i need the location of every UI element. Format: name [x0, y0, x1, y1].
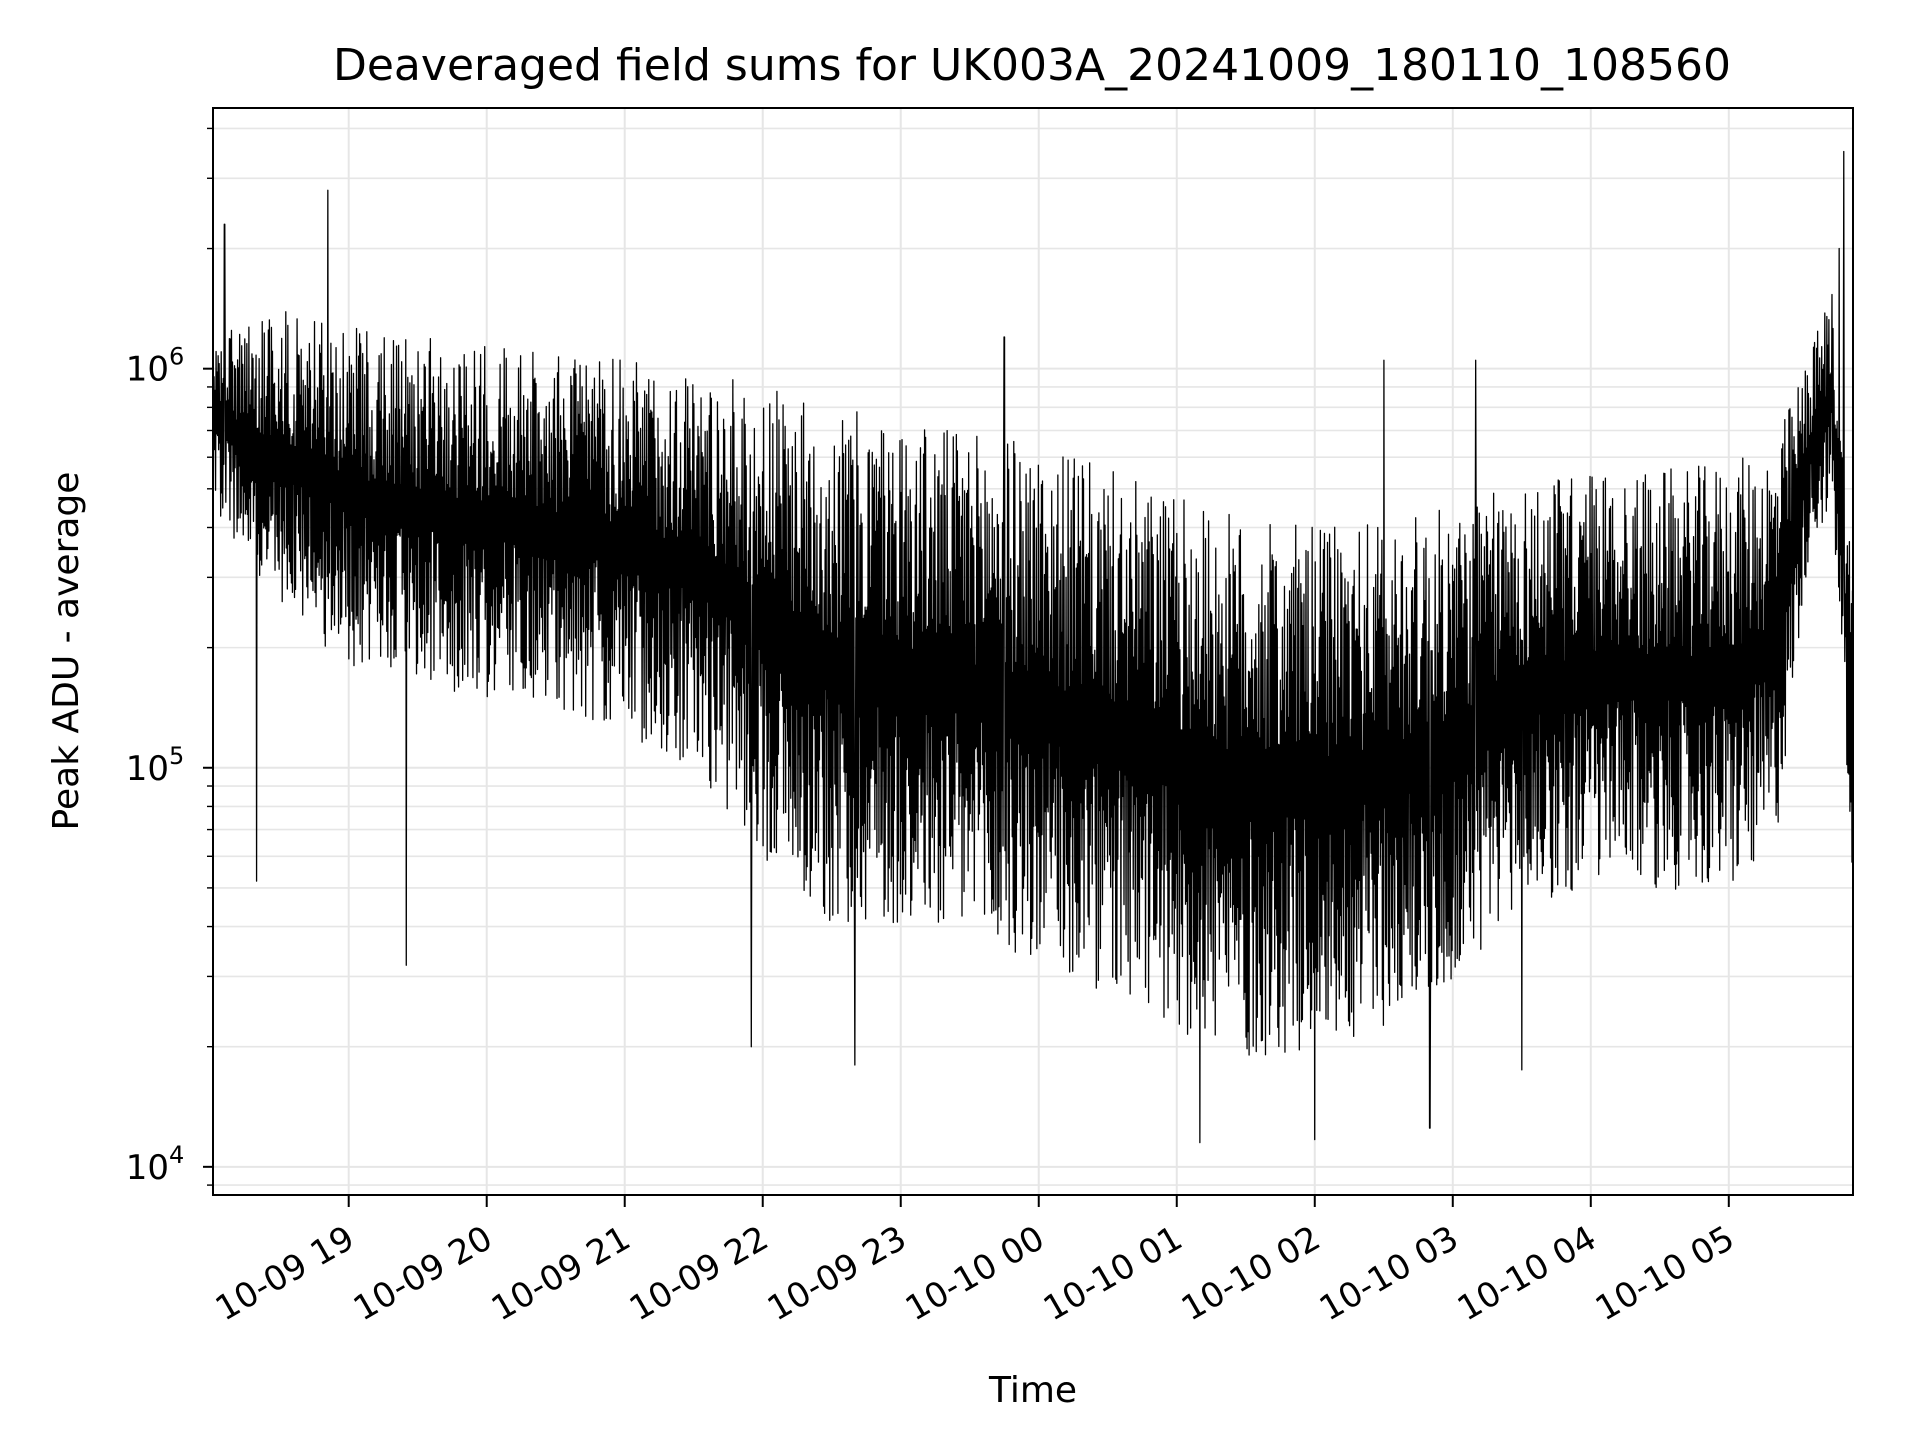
x-tick-label: 10-09 19	[209, 1218, 361, 1329]
x-tick-label: 10-10 03	[1313, 1218, 1465, 1329]
x-tick-label: 10-09 22	[623, 1218, 775, 1329]
chart-title: Deaveraged field sums for UK003A_2024100…	[333, 40, 1731, 91]
series-line	[212, 150, 1854, 1144]
x-tick-label: 10-10 04	[1451, 1218, 1603, 1329]
y-tick-label: 105	[126, 742, 185, 789]
x-tick-label: 10-10 05	[1589, 1218, 1741, 1329]
plot-frame	[212, 107, 1854, 1196]
y-axis: 104 105 106	[126, 127, 213, 1188]
x-tick-label: 10-10 01	[1037, 1218, 1189, 1329]
x-tick-label: 10-09 21	[485, 1218, 637, 1329]
x-tick-label: 10-09 23	[761, 1218, 913, 1329]
x-tick-label: 10-10 02	[1175, 1218, 1327, 1329]
y-axis-label: Peak ADU - average	[46, 472, 87, 831]
y-tick-label: 106	[126, 343, 185, 390]
x-axis-label: Time	[988, 1370, 1077, 1411]
x-tick-label: 10-09 20	[347, 1218, 499, 1329]
x-tick-label: 10-10 00	[899, 1218, 1051, 1329]
y-tick-label: 104	[126, 1141, 185, 1188]
series-trace	[212, 150, 1854, 1144]
